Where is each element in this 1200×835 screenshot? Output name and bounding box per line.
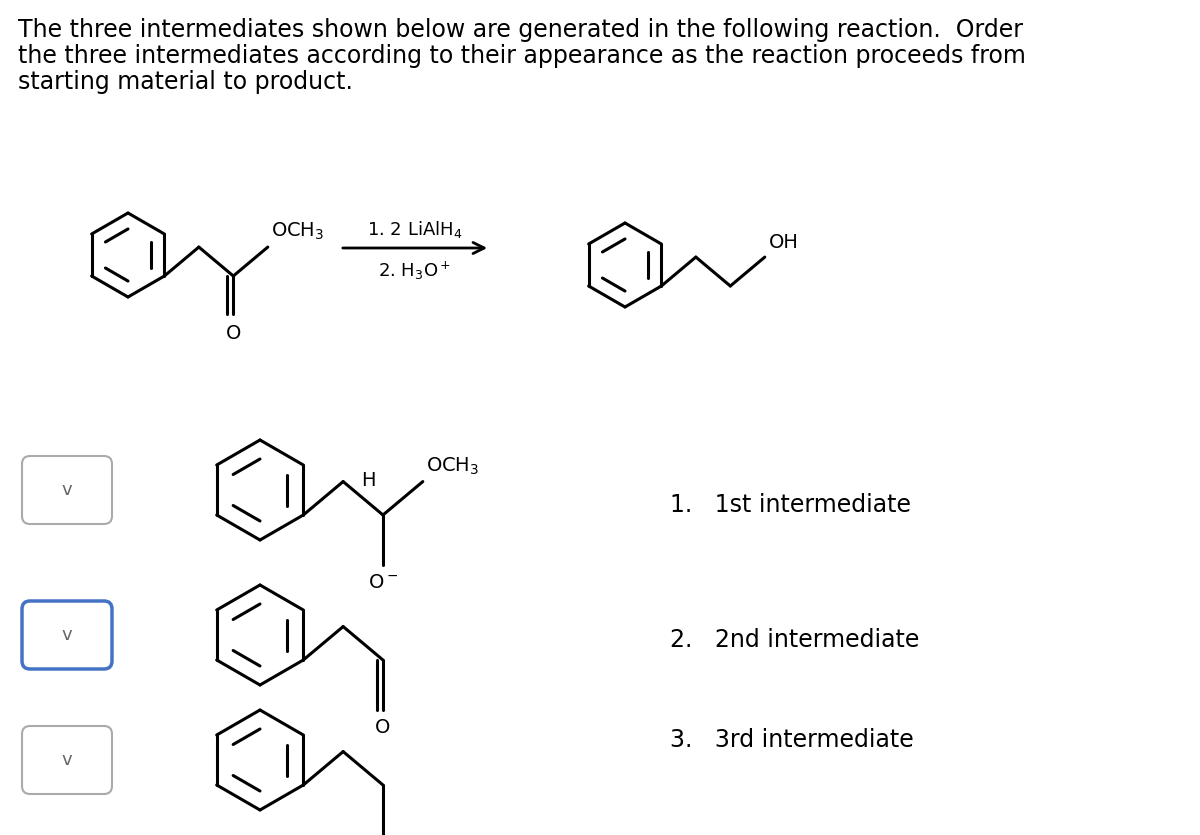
Text: The three intermediates shown below are generated in the following reaction.  Or: The three intermediates shown below are … — [18, 18, 1022, 42]
FancyBboxPatch shape — [22, 726, 112, 794]
Text: OH: OH — [769, 233, 799, 252]
Text: v: v — [61, 626, 72, 644]
Text: v: v — [61, 751, 72, 769]
Text: OCH$_3$: OCH$_3$ — [426, 455, 479, 477]
Text: 2.   2nd intermediate: 2. 2nd intermediate — [670, 628, 919, 652]
Text: O: O — [226, 324, 241, 343]
Text: OCH$_3$: OCH$_3$ — [271, 220, 324, 242]
FancyBboxPatch shape — [22, 456, 112, 524]
Text: starting material to product.: starting material to product. — [18, 70, 353, 94]
Text: v: v — [61, 481, 72, 499]
Text: 1.   1st intermediate: 1. 1st intermediate — [670, 493, 911, 517]
Text: O$^-$: O$^-$ — [368, 573, 398, 592]
FancyBboxPatch shape — [22, 601, 112, 669]
Text: 3.   3rd intermediate: 3. 3rd intermediate — [670, 728, 913, 752]
Text: the three intermediates according to their appearance as the reaction proceeds f: the three intermediates according to the… — [18, 44, 1026, 68]
Text: O: O — [376, 718, 391, 737]
Text: 2. H$_3$O$^+$: 2. H$_3$O$^+$ — [378, 260, 451, 282]
Text: H: H — [361, 471, 376, 490]
Text: 1. 2 LiAlH$_4$: 1. 2 LiAlH$_4$ — [367, 219, 463, 240]
